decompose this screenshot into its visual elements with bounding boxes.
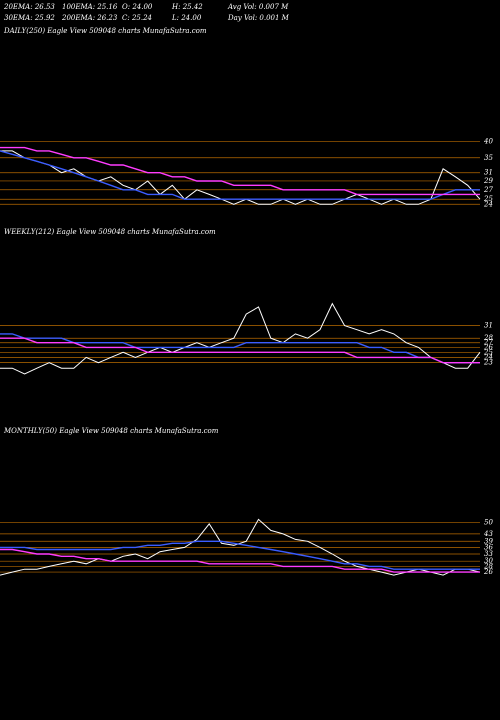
header-stat: Avg Vol: 0.007 M bbox=[227, 3, 289, 11]
y-tick-label: 40 bbox=[483, 137, 493, 145]
y-tick-label: 25 bbox=[483, 195, 493, 203]
y-tick-label: 33 bbox=[484, 550, 493, 558]
header-stat: 100EMA: 25.16 bbox=[62, 3, 118, 11]
y-tick-label: 28 bbox=[483, 334, 493, 342]
y-tick-label: 26 bbox=[483, 343, 493, 351]
series-line bbox=[0, 146, 480, 196]
y-tick-label: 39 bbox=[484, 537, 493, 545]
y-tick-label: 27 bbox=[483, 186, 493, 194]
series-line bbox=[0, 548, 480, 573]
header-stat: C: 25.24 bbox=[122, 14, 152, 22]
series-line bbox=[0, 150, 481, 205]
y-tick-label: 43 bbox=[483, 530, 493, 538]
y-tick-label: 30 bbox=[484, 557, 493, 565]
y-tick-label: 36 bbox=[484, 543, 493, 551]
y-tick-label: 29 bbox=[483, 177, 493, 185]
y-tick-label: 31 bbox=[484, 169, 493, 177]
header-stat: L: 24.00 bbox=[171, 14, 202, 22]
y-tick-label: 26 bbox=[483, 568, 493, 576]
y-tick-label: 24 bbox=[483, 200, 493, 208]
header-stat: H: 25.42 bbox=[171, 3, 203, 11]
y-tick-label: 27 bbox=[483, 339, 493, 347]
panel-title: MONTHLY(50) Eagle View 509048 charts Mun… bbox=[3, 427, 219, 435]
series-line bbox=[0, 150, 480, 200]
series-line bbox=[0, 333, 480, 364]
panel-title: WEEKLY(212) Eagle View 509048 charts Mun… bbox=[4, 228, 216, 236]
series-line bbox=[0, 337, 480, 364]
y-tick-label: 28 bbox=[483, 562, 493, 570]
y-tick-label: 23 bbox=[483, 359, 493, 367]
y-tick-label: 31 bbox=[484, 322, 493, 330]
header-stat: 20EMA: 26.53 bbox=[3, 3, 55, 11]
series-line bbox=[0, 302, 481, 375]
header-stat: Day Vol: 0.001 M bbox=[227, 14, 290, 22]
panel-title: DAILY(250) Eagle View 509048 charts Muna… bbox=[3, 27, 207, 35]
y-tick-label: 24 bbox=[483, 353, 493, 361]
series-line bbox=[0, 518, 481, 576]
header-stat: O: 24.00 bbox=[122, 3, 153, 11]
y-tick-label: 50 bbox=[484, 518, 493, 526]
header-stat: 30EMA: 25.92 bbox=[4, 14, 55, 22]
y-tick-label: 25 bbox=[483, 348, 493, 356]
y-tick-label: 35 bbox=[484, 154, 493, 162]
header-stat: 200EMA: 26.23 bbox=[61, 14, 118, 22]
series-line bbox=[0, 540, 480, 570]
